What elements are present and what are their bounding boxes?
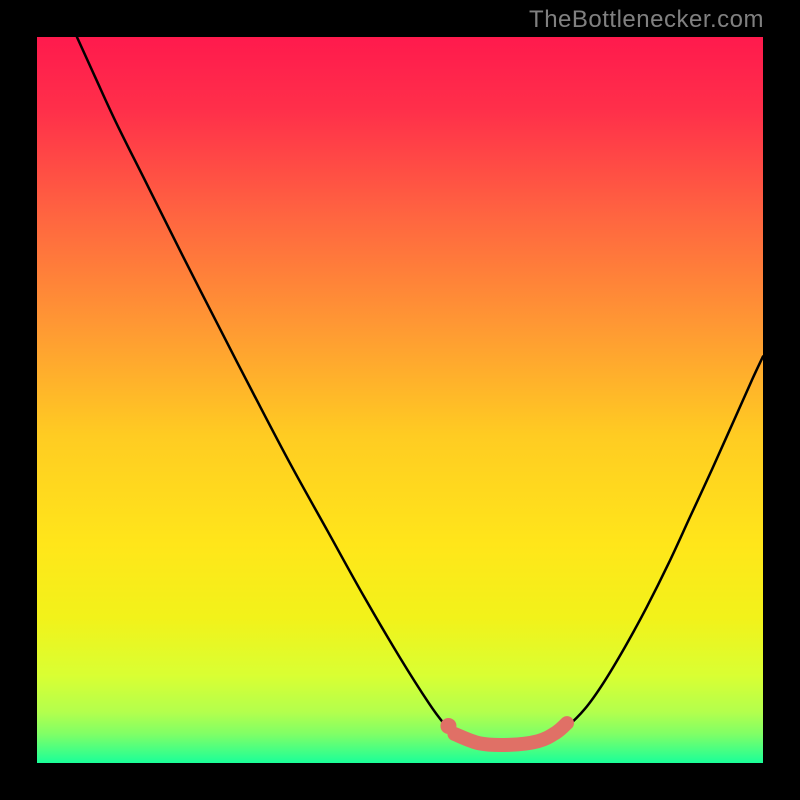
chart-container: TheBottlenecker.com	[0, 0, 800, 800]
chart-plot	[37, 37, 763, 763]
watermark-text: TheBottlenecker.com	[529, 6, 764, 34]
gradient-background	[37, 37, 763, 763]
highlight-start-dot	[440, 718, 456, 734]
